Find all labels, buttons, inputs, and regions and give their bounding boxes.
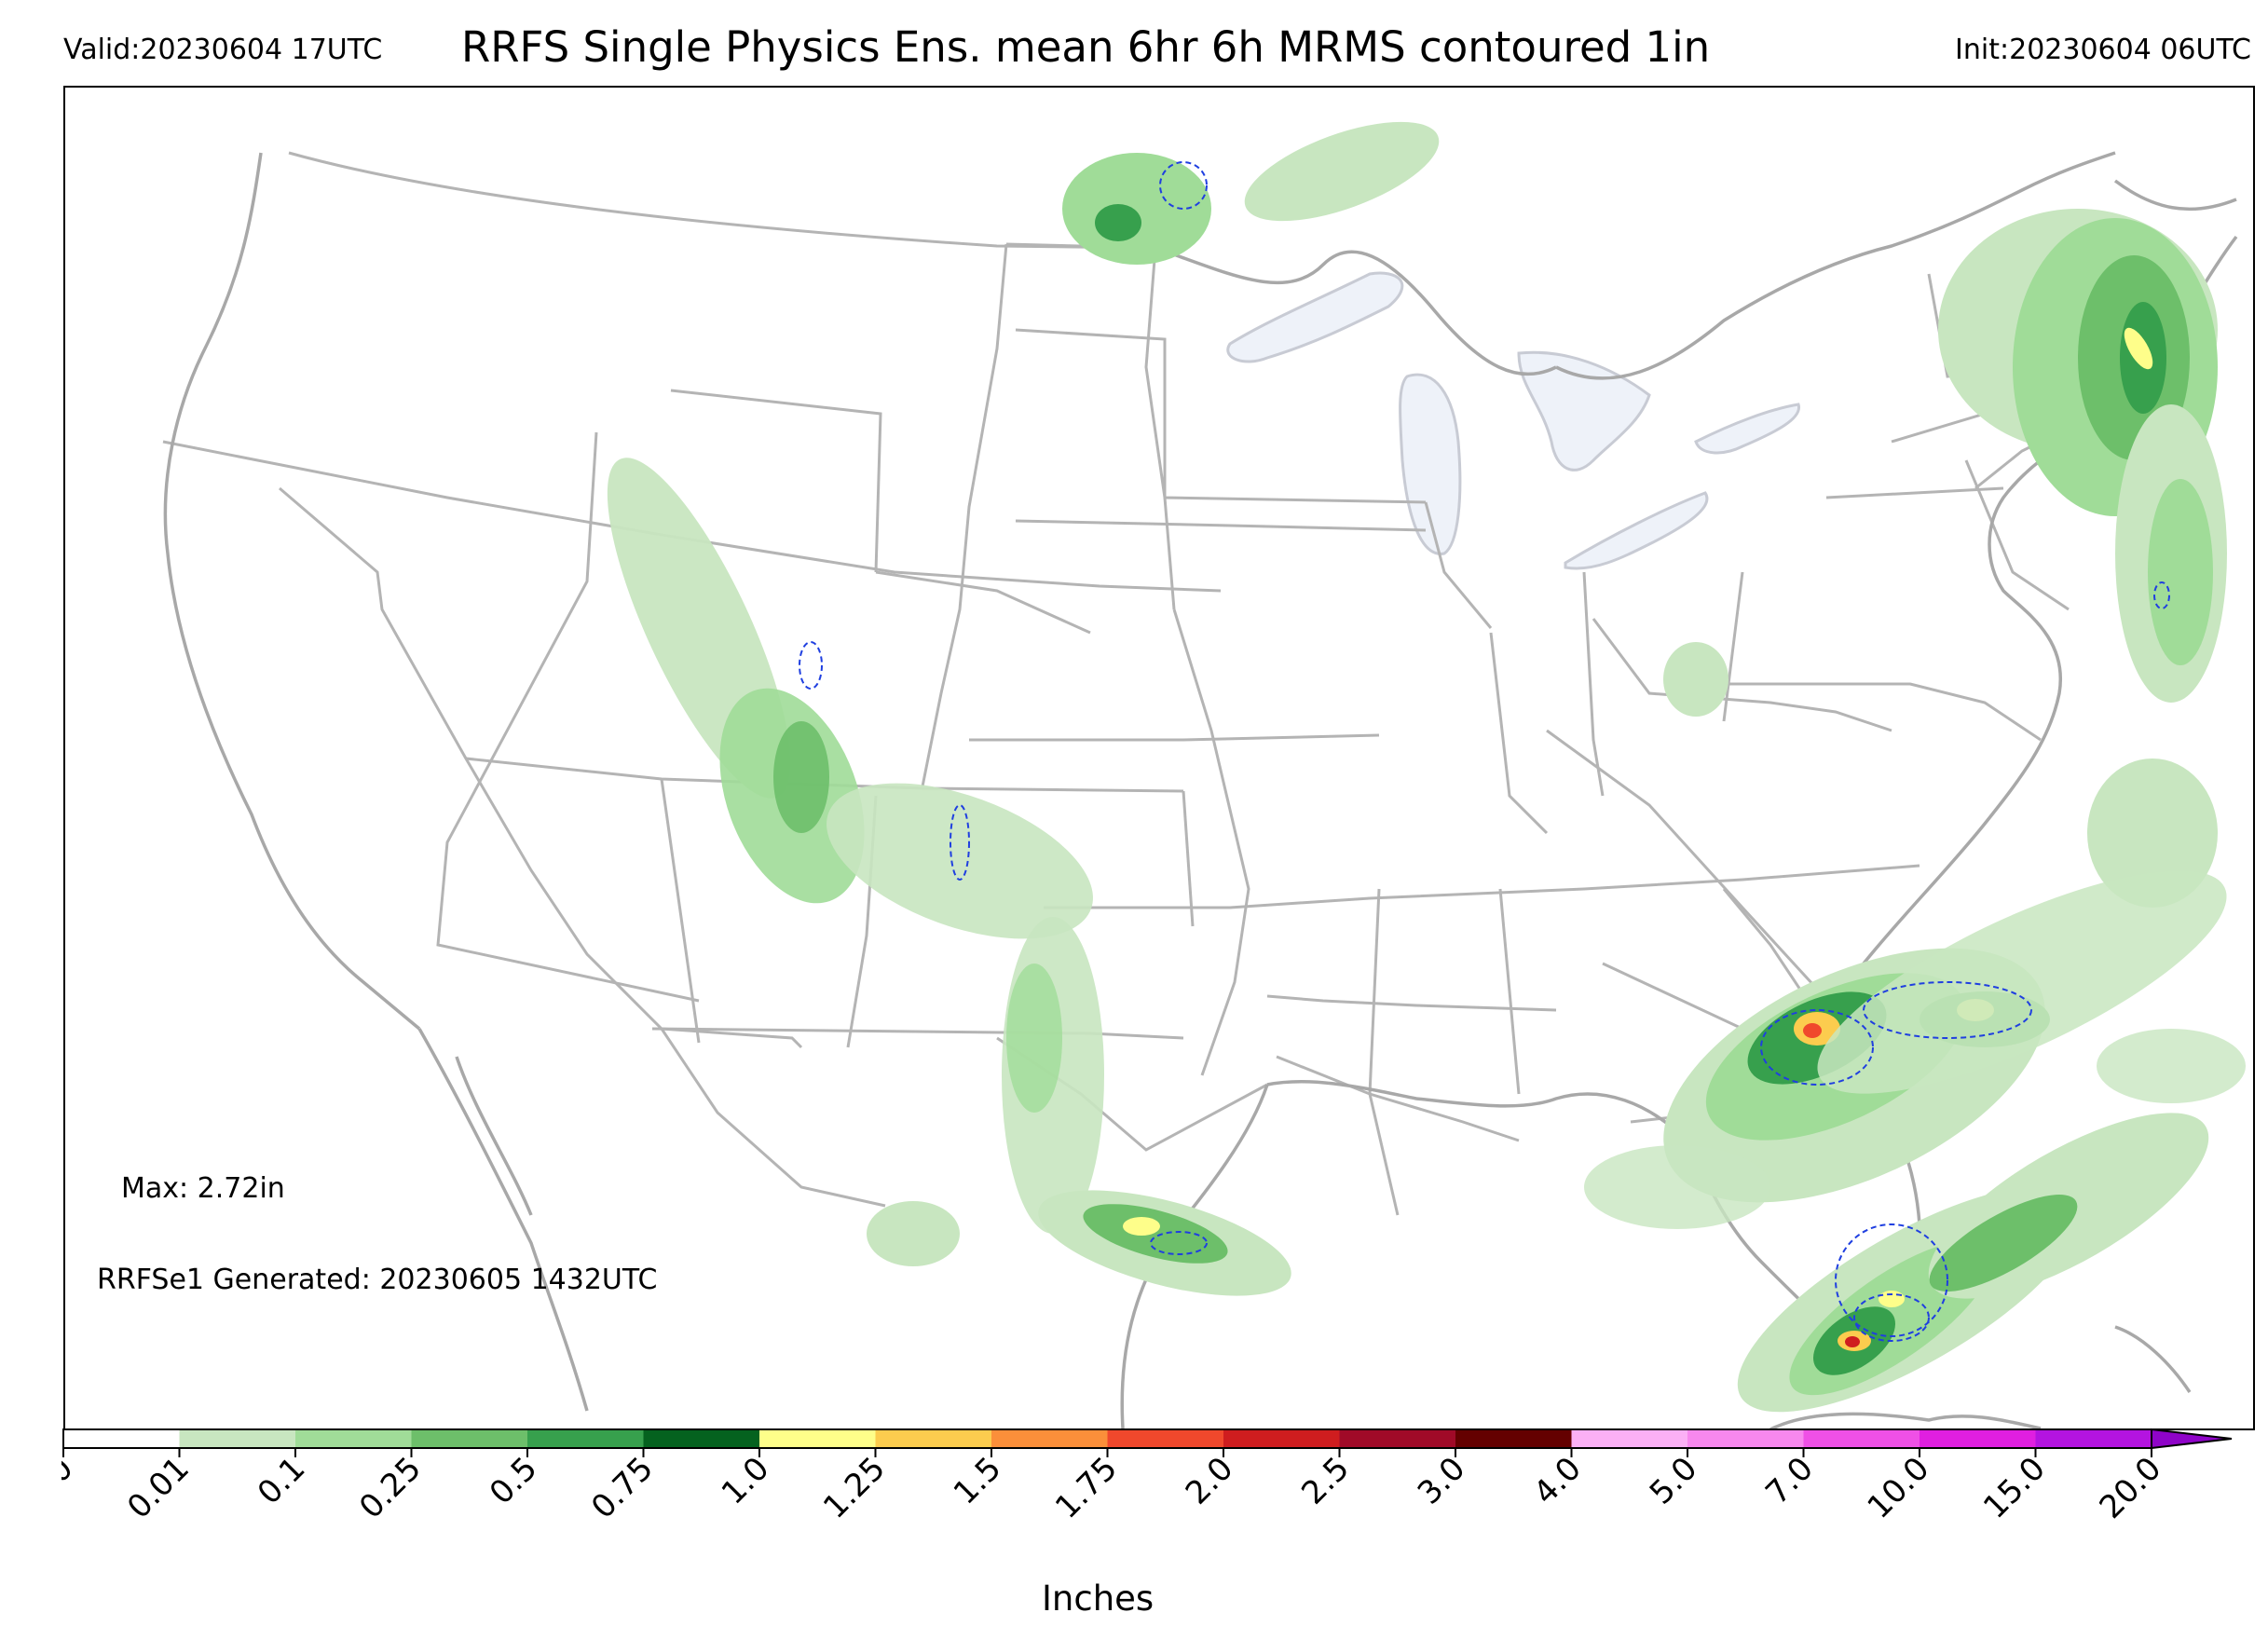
great-lakes xyxy=(1226,271,1800,570)
colorbar-tick-label: 0.0 xyxy=(61,1450,80,1512)
map-title: RRFS Single Physics Ens. mean 6hr 6h MRM… xyxy=(461,22,1711,72)
colorbar-cell xyxy=(991,1429,1108,1448)
colorbar-cell xyxy=(1803,1429,1920,1448)
colorbar-tick-label: 1.0 xyxy=(715,1450,777,1512)
colorbar-tick-label: 20.0 xyxy=(2093,1450,2169,1526)
init-time: Init:20230604 06UTC xyxy=(1955,34,2251,66)
colorbar-cell xyxy=(1339,1429,1455,1448)
colorbar-tick-label: 7.0 xyxy=(1758,1450,1821,1512)
colorbar-tick-label: 0.25 xyxy=(352,1450,429,1526)
colorbar-cell xyxy=(1687,1429,1804,1448)
colorbar-cell xyxy=(179,1429,295,1448)
colorbar-cells xyxy=(62,1428,2233,1450)
colorbar-tick-label: 2.0 xyxy=(1179,1450,1241,1512)
colorbar-tick-label: 10.0 xyxy=(1861,1450,1937,1526)
colorbar-tick-label: 0.1 xyxy=(251,1450,313,1512)
colorbar-cell xyxy=(527,1429,644,1448)
colorbar-tick-label: 4.0 xyxy=(1526,1450,1589,1512)
colorbar-cell xyxy=(1920,1429,2036,1448)
colorbar-cell xyxy=(63,1429,180,1448)
colorbar-tick-label: 5.0 xyxy=(1643,1450,1705,1512)
colorbar-cell xyxy=(1107,1429,1223,1448)
colorbar-cell xyxy=(2035,1429,2152,1448)
precip-shading xyxy=(607,121,2246,1413)
max-value-label: Max: 2.72in xyxy=(121,1172,285,1205)
colorbar-cell xyxy=(875,1429,991,1448)
colorbar-tick-label: 1.5 xyxy=(947,1450,1009,1512)
colorbar-tick-label: 2.5 xyxy=(1294,1450,1357,1512)
colorbar-ticks: 0.0 0.01 0.1 0.25 0.5 0.75 1.0 1.25 1.5 1.75 2.0 2.… xyxy=(61,1448,2168,1526)
colorbar-extend-arrow xyxy=(2151,1428,2233,1450)
colorbar-cell xyxy=(295,1429,412,1448)
map-canvas xyxy=(162,121,2246,1428)
colorbar-tick-label: 0.01 xyxy=(120,1450,197,1526)
precip-map xyxy=(63,86,2255,1430)
colorbar-tick-label: 15.0 xyxy=(1976,1450,2053,1526)
colorbar-tick-label: 0.75 xyxy=(584,1450,661,1526)
colorbar-label: Inches xyxy=(1042,1578,1154,1619)
colorbar-cell xyxy=(1223,1429,1340,1448)
colorbar-cell xyxy=(643,1429,759,1448)
colorbar-cell xyxy=(759,1429,876,1448)
colorbar-tick-label: 0.5 xyxy=(483,1450,545,1512)
colorbar-cell xyxy=(1571,1429,1687,1448)
colorbar: 0.0 0.01 0.1 0.25 0.5 0.75 1.0 1.25 1.5 1.75 2.0 2.… xyxy=(61,1428,2233,1526)
colorbar-tick-label: 3.0 xyxy=(1411,1450,1473,1512)
generated-time-label: RRFSe1 Generated: 20230605 1432UTC xyxy=(97,1264,658,1296)
mrms-contours xyxy=(799,161,2170,1342)
valid-time: Valid:20230604 17UTC xyxy=(63,34,383,66)
colorbar-cell xyxy=(1455,1429,1572,1448)
colorbar-cell xyxy=(411,1429,527,1448)
colorbar-tick-label: 1.25 xyxy=(816,1450,893,1526)
colorbar-tick-label: 1.75 xyxy=(1048,1450,1125,1526)
